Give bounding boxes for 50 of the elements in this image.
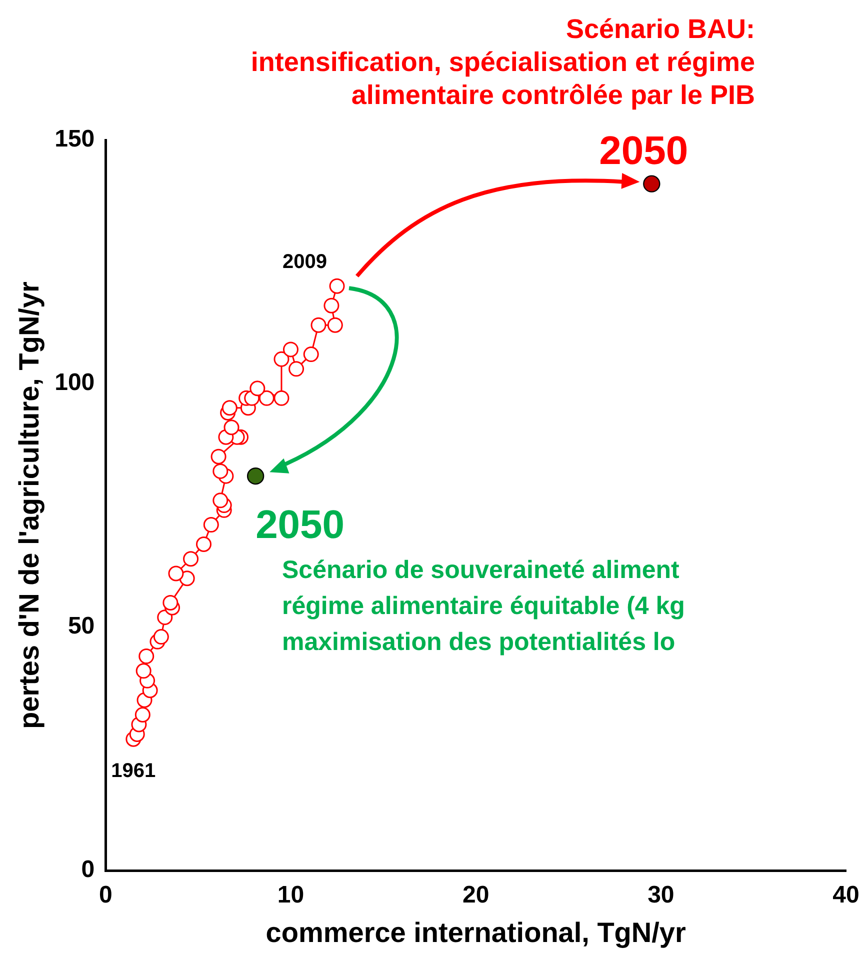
point	[168, 566, 184, 582]
text: Scénario BAU:	[566, 14, 755, 44]
point	[210, 448, 226, 464]
y-axis-title: pertes d'N de l'agriculture, TgN/yr	[14, 281, 45, 730]
text: alimentaire contrôlée par le PIB	[351, 80, 755, 110]
point	[274, 390, 290, 406]
annotation: 2009	[282, 251, 328, 274]
y-tick-label: 0	[81, 856, 95, 884]
annotation: régime alimentaire équitable (4 kg	[282, 592, 685, 620]
annotation: maximisation des potentialités lo	[282, 628, 676, 656]
point	[222, 400, 238, 416]
point	[288, 361, 304, 377]
point	[327, 317, 343, 333]
annotation: 1961	[111, 760, 156, 782]
point	[643, 175, 660, 192]
point	[138, 648, 154, 664]
point	[282, 342, 298, 358]
point	[212, 463, 228, 479]
point	[212, 492, 228, 508]
point	[136, 663, 152, 679]
y-tick-label: 50	[68, 612, 95, 640]
point	[203, 517, 219, 533]
point	[310, 317, 326, 333]
x-tick-label: 30	[648, 882, 674, 909]
point	[153, 629, 169, 645]
point	[224, 420, 240, 436]
y-tick-label: 150	[54, 126, 95, 153]
point	[179, 570, 195, 586]
x-axis-title: commerce international, TgN/yr	[266, 916, 686, 948]
point	[250, 380, 266, 396]
x-tick-label: 10	[277, 882, 304, 909]
point	[196, 536, 212, 552]
annotation: 2050	[256, 503, 345, 548]
point	[324, 298, 340, 314]
annotation: 2050	[599, 128, 688, 173]
point	[258, 390, 274, 406]
point	[274, 351, 290, 367]
y-tick-label: 100	[54, 369, 95, 396]
point	[134, 706, 150, 722]
annotation: Scénario de souveraineté aliment	[282, 556, 680, 584]
point	[183, 551, 199, 567]
point	[303, 346, 319, 362]
point	[246, 467, 264, 485]
x-tick-label: 40	[832, 882, 860, 909]
text: intensification, spécialisation et régime	[250, 47, 755, 77]
point	[162, 594, 178, 610]
x-tick-label: 0	[98, 882, 112, 909]
point	[157, 610, 173, 626]
point	[329, 278, 345, 294]
x-tick-label: 20	[462, 882, 490, 909]
